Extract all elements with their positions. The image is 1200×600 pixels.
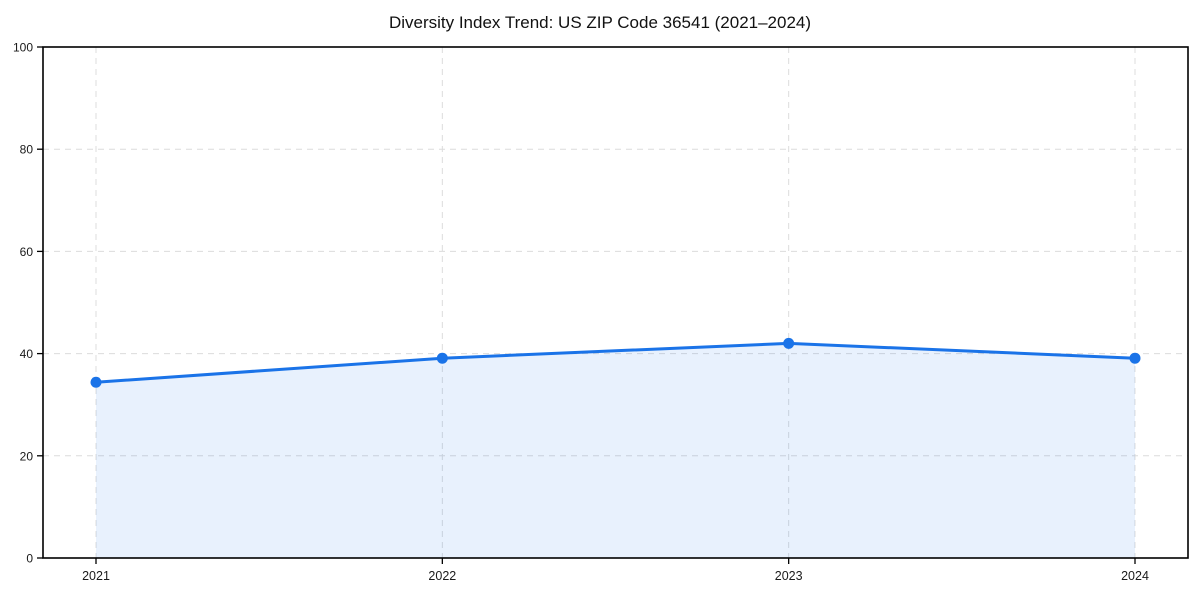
- x-tick-label: 2024: [1121, 569, 1149, 583]
- x-tick-label: 2023: [775, 569, 803, 583]
- chart-title: Diversity Index Trend: US ZIP Code 36541…: [388, 13, 812, 32]
- data-point: [90, 376, 102, 388]
- data-point: [783, 337, 795, 349]
- data-point: [1129, 352, 1141, 364]
- y-tick-label: 60: [20, 245, 34, 259]
- x-tick-label: 2022: [428, 569, 456, 583]
- plot-border: [42, 46, 1189, 559]
- y-tick-label: 40: [20, 347, 34, 361]
- data-point: [436, 352, 448, 364]
- x-tick-label: 2021: [82, 569, 110, 583]
- y-tick-label: 20: [20, 449, 34, 463]
- y-tick-label: 80: [20, 143, 34, 157]
- y-tick-label: 0: [26, 552, 33, 566]
- y-tick-label: 100: [13, 41, 33, 55]
- area-fill: [96, 343, 1135, 558]
- trend-line: [94, 341, 1137, 384]
